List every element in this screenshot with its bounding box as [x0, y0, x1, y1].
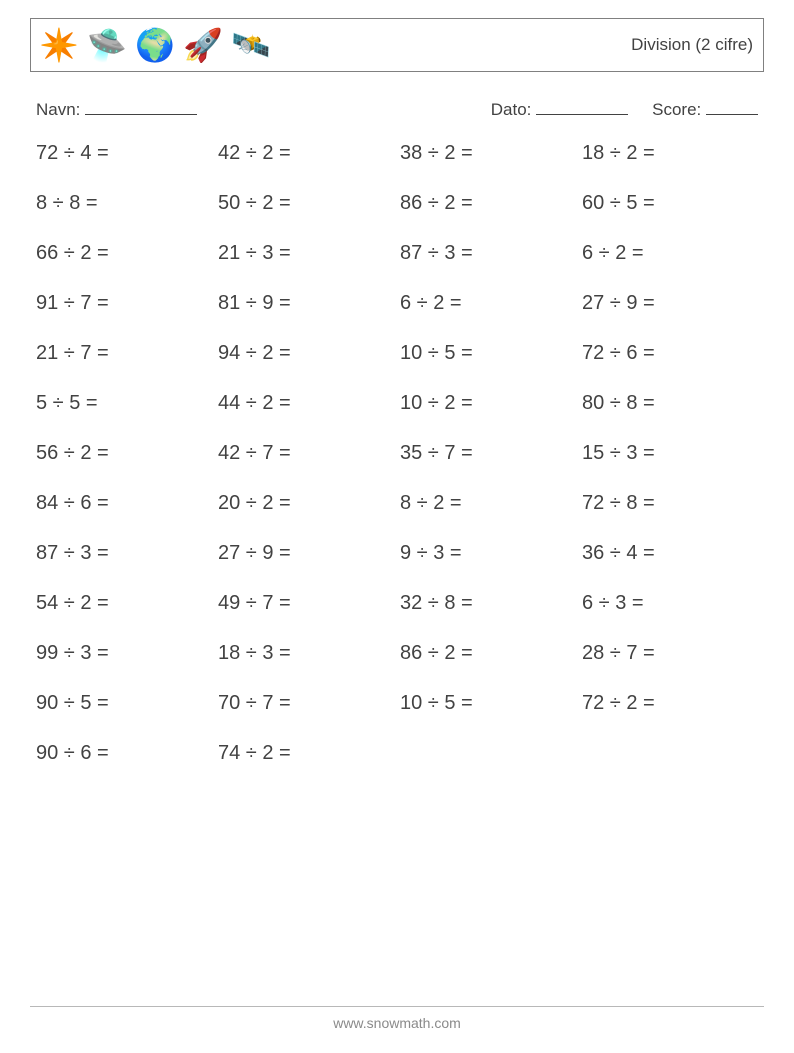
problem-cell: 86 ÷ 2 = [400, 192, 582, 215]
name-field: Navn: [36, 96, 197, 120]
problem-cell: 8 ÷ 2 = [400, 492, 582, 515]
problem-cell: 27 ÷ 9 = [218, 542, 400, 565]
footer-text: www.snowmath.com [30, 1015, 764, 1053]
problem-cell: 91 ÷ 7 = [36, 292, 218, 315]
problem-cell: 72 ÷ 8 = [582, 492, 764, 515]
header-box: ✴️🛸🌍🚀🛰️ Division (2 cifre) [30, 18, 764, 72]
problem-cell: 27 ÷ 9 = [582, 292, 764, 315]
satellite-icon: 🛰️ [231, 25, 271, 65]
ufo-icon: 🛸 [87, 25, 127, 65]
date-blank[interactable] [536, 96, 628, 115]
problem-cell: 6 ÷ 2 = [582, 242, 764, 265]
problem-cell: 10 ÷ 5 = [400, 342, 582, 365]
score-label: Score: [652, 100, 701, 119]
problem-cell: 80 ÷ 8 = [582, 392, 764, 415]
problem-cell: 90 ÷ 6 = [36, 742, 218, 765]
problem-cell: 72 ÷ 4 = [36, 142, 218, 165]
rocket-icon: 🚀 [183, 25, 223, 65]
worksheet-title: Division (2 cifre) [631, 35, 753, 55]
date-field: Dato: [491, 96, 628, 120]
score-blank[interactable] [706, 96, 758, 115]
problem-cell: 66 ÷ 2 = [36, 242, 218, 265]
problem-cell: 72 ÷ 2 = [582, 692, 764, 715]
problem-cell: 35 ÷ 7 = [400, 442, 582, 465]
problem-cell: 70 ÷ 7 = [218, 692, 400, 715]
problem-cell: 10 ÷ 2 = [400, 392, 582, 415]
problem-cell: 8 ÷ 8 = [36, 192, 218, 215]
problem-cell: 28 ÷ 7 = [582, 642, 764, 665]
problem-cell: 38 ÷ 2 = [400, 142, 582, 165]
planet-icon: 🌍 [135, 25, 175, 65]
problems-grid: 72 ÷ 4 =42 ÷ 2 =38 ÷ 2 =18 ÷ 2 =8 ÷ 8 =5… [30, 142, 764, 765]
problem-cell: 18 ÷ 2 = [582, 142, 764, 165]
worksheet-page: ✴️🛸🌍🚀🛰️ Division (2 cifre) Navn: Dato: S… [0, 0, 794, 1053]
problem-cell: 18 ÷ 3 = [218, 642, 400, 665]
problem-cell: 42 ÷ 7 = [218, 442, 400, 465]
problem-cell: 90 ÷ 5 = [36, 692, 218, 715]
name-blank[interactable] [85, 96, 197, 115]
problem-cell: 9 ÷ 3 = [400, 542, 582, 565]
date-label: Dato: [491, 100, 532, 119]
problem-cell: 87 ÷ 3 = [36, 542, 218, 565]
info-right: Dato: Score: [491, 96, 758, 120]
problem-cell: 21 ÷ 7 = [36, 342, 218, 365]
problem-cell: 56 ÷ 2 = [36, 442, 218, 465]
problem-cell: 42 ÷ 2 = [218, 142, 400, 165]
problem-cell: 81 ÷ 9 = [218, 292, 400, 315]
problem-cell: 54 ÷ 2 = [36, 592, 218, 615]
footer-divider [30, 1006, 764, 1007]
header-icon-strip: ✴️🛸🌍🚀🛰️ [39, 25, 271, 65]
name-label: Navn: [36, 100, 80, 119]
problem-cell: 32 ÷ 8 = [400, 592, 582, 615]
problem-cell: 36 ÷ 4 = [582, 542, 764, 565]
problem-cell: 94 ÷ 2 = [218, 342, 400, 365]
info-left: Navn: [36, 96, 197, 120]
problem-cell: 15 ÷ 3 = [582, 442, 764, 465]
score-field: Score: [652, 96, 758, 120]
problem-cell: 6 ÷ 3 = [582, 592, 764, 615]
problem-cell: 21 ÷ 3 = [218, 242, 400, 265]
problem-cell: 49 ÷ 7 = [218, 592, 400, 615]
problem-cell: 10 ÷ 5 = [400, 692, 582, 715]
problem-cell: 74 ÷ 2 = [218, 742, 400, 765]
problem-cell: 6 ÷ 2 = [400, 292, 582, 315]
problem-cell: 60 ÷ 5 = [582, 192, 764, 215]
problem-cell: 86 ÷ 2 = [400, 642, 582, 665]
problem-cell: 20 ÷ 2 = [218, 492, 400, 515]
problem-cell: 84 ÷ 6 = [36, 492, 218, 515]
footer-area: www.snowmath.com [30, 1006, 764, 1053]
problem-cell: 5 ÷ 5 = [36, 392, 218, 415]
problem-cell: 72 ÷ 6 = [582, 342, 764, 365]
network-icon: ✴️ [39, 25, 79, 65]
problem-cell: 99 ÷ 3 = [36, 642, 218, 665]
info-row: Navn: Dato: Score: [30, 96, 764, 120]
problem-cell: 87 ÷ 3 = [400, 242, 582, 265]
problem-cell: 50 ÷ 2 = [218, 192, 400, 215]
problem-cell: 44 ÷ 2 = [218, 392, 400, 415]
